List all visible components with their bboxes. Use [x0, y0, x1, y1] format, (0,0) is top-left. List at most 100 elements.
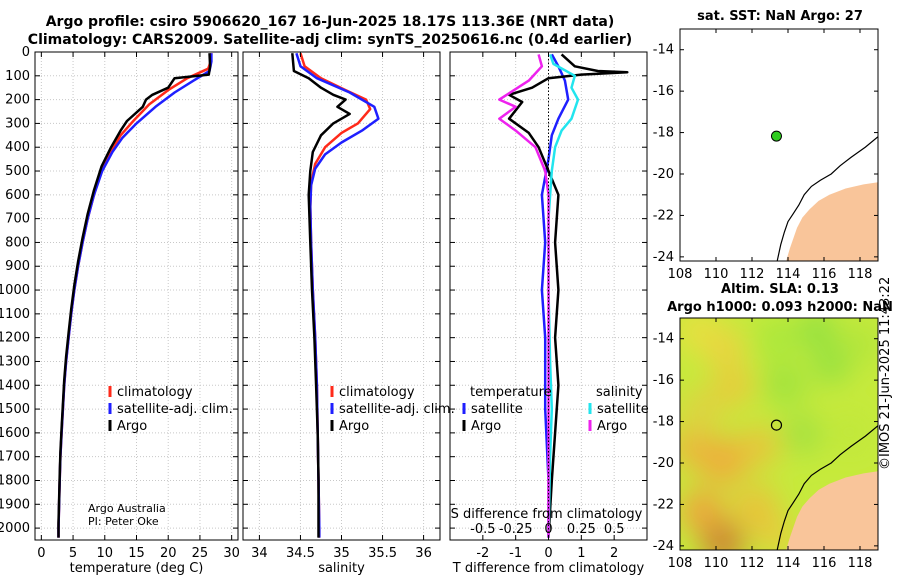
- argo-float-marker: [770, 130, 782, 142]
- x-tick-label: 35.5: [368, 546, 397, 561]
- y-tick-label: 600: [5, 188, 30, 203]
- coastline: [776, 425, 878, 550]
- diff-legend-temperature-title: temperature: [470, 385, 552, 400]
- secondary-tick-label: 0.25: [567, 522, 596, 537]
- series-line-satellite-adj-clim-: [57, 53, 213, 538]
- land-area: [786, 471, 878, 550]
- map-y-tick-label: -22: [653, 208, 674, 223]
- diff-legend-temp-sat-label: satellite: [471, 402, 523, 417]
- x-tick-label: 0: [544, 546, 552, 561]
- map-y-tick-label: -20: [653, 167, 674, 182]
- y-tick-label: 800: [5, 235, 30, 250]
- diff-legend-sal-argo-label: Argo: [597, 419, 627, 434]
- map-x-tick-label: 114: [776, 556, 801, 571]
- x-tick-label: 5: [69, 546, 77, 561]
- y-tick-label: 2000: [0, 521, 30, 536]
- y-tick-label: 500: [5, 164, 30, 179]
- y-tick-label: 1100: [0, 307, 30, 322]
- map-x-tick-label: 116: [812, 556, 837, 571]
- map-y-tick-label: -16: [653, 373, 674, 388]
- x-tick-label: 20: [160, 546, 177, 561]
- figure-title-line-1: Argo profile: csiro 5906620_167 16-Jun-2…: [45, 14, 615, 30]
- diff-legend-sal-sat-label: satellite: [597, 402, 649, 417]
- argo-float-marker: [770, 419, 783, 431]
- x-tick-label: -2: [476, 546, 489, 561]
- map-y-tick-label: -22: [653, 497, 674, 512]
- sla-blob: [705, 329, 745, 370]
- sst-map-axes-box: [679, 28, 879, 262]
- y-tick-label: 200: [5, 93, 30, 108]
- coastline: [776, 136, 878, 261]
- x-tick-label: 34.5: [286, 546, 315, 561]
- x-tick-label: 1: [577, 546, 585, 561]
- map-y-tick-label: -18: [653, 415, 674, 430]
- x-tick-label: 0: [37, 546, 45, 561]
- x-tick-label: 30: [223, 546, 240, 561]
- map-y-tick-label: -20: [653, 456, 674, 471]
- x-axis-label: T difference from climatology: [452, 561, 645, 576]
- series-line-satellite-adj-clim-: [295, 52, 380, 538]
- y-tick-label: 1400: [0, 378, 30, 393]
- sla-map-axes-box: [679, 317, 879, 551]
- sla-blob: [699, 436, 748, 485]
- sla-blob: [701, 521, 746, 550]
- y-tick-label: 400: [5, 140, 30, 155]
- land-area: [786, 182, 878, 261]
- y-tick-label: 1900: [0, 497, 30, 512]
- series-line-temperature-argo: [507, 53, 629, 538]
- x-tick-label: 15: [128, 546, 145, 561]
- sla-blob: [761, 521, 794, 550]
- map-x-tick-label: 114: [776, 267, 801, 282]
- map-x-tick-label: 118: [848, 556, 873, 571]
- diff-legend-temp-argo-label: Argo: [471, 419, 501, 434]
- y-tick-label: 1300: [0, 354, 30, 369]
- temp-legend-label: Argo: [117, 419, 147, 434]
- sla-blob: [762, 362, 807, 407]
- x-tick-label: -1: [509, 546, 522, 561]
- sst-map-content: [776, 136, 878, 261]
- y-tick-label: 1200: [0, 331, 30, 346]
- secondary-tick-label: -0.5: [470, 522, 495, 537]
- map-y-tick-label: -14: [653, 332, 674, 347]
- map-x-tick-label: 108: [668, 556, 693, 571]
- y-tick-label: 0: [22, 45, 30, 60]
- x-tick-label: 25: [192, 546, 209, 561]
- secondary-tick-label: 0.5: [604, 522, 625, 537]
- diff-legend-salinity-title: salinity: [596, 385, 643, 400]
- temp-legend-label: climatology: [117, 385, 193, 400]
- map-x-tick-label: 108: [668, 267, 693, 282]
- sla-blob: [840, 322, 878, 363]
- y-tick-label: 1000: [0, 283, 30, 298]
- y-tick-label: 700: [5, 212, 30, 227]
- map-x-tick-label: 112: [740, 267, 765, 282]
- sla-blob: [680, 387, 724, 432]
- x-tick-label: 36: [415, 546, 432, 561]
- sla-blob: [831, 411, 871, 452]
- map-x-tick-label: 110: [704, 267, 729, 282]
- map-x-tick-label: 110: [704, 556, 729, 571]
- y-tick-label: 300: [5, 116, 30, 131]
- x-tick-label: 2: [610, 546, 618, 561]
- sla-blob: [782, 414, 823, 454]
- map-x-tick-label: 116: [812, 267, 837, 282]
- sla-map-title-2: Argo h1000: 0.093 h2000: NaN: [667, 300, 893, 315]
- map-y-tick-label: -14: [653, 43, 674, 58]
- map-y-tick-label: -24: [653, 250, 674, 265]
- sal-legend-label: satellite-adj. clim.: [339, 402, 455, 417]
- map-x-tick-label: 112: [740, 556, 765, 571]
- sla-blob: [753, 318, 798, 361]
- x-axis-label: salinity: [318, 561, 365, 576]
- temp-legend-label: satellite-adj. clim.: [117, 402, 233, 417]
- secondary-tick-label: 0: [544, 522, 552, 537]
- sla-blob: [731, 484, 780, 533]
- map-y-tick-label: -24: [653, 539, 674, 554]
- sla-map-title-1: Altim. SLA: 0.13: [721, 282, 839, 297]
- y-tick-label: 1800: [0, 473, 30, 488]
- series-line-climatology: [299, 52, 372, 538]
- series-line-argo: [291, 53, 351, 538]
- map-y-tick-label: -18: [653, 126, 674, 141]
- sal-legend-label: Argo: [339, 419, 369, 434]
- credit-line-2: PI: Peter Oke: [88, 515, 159, 528]
- sla-blob: [739, 426, 780, 467]
- sal-legend-label: climatology: [339, 385, 415, 400]
